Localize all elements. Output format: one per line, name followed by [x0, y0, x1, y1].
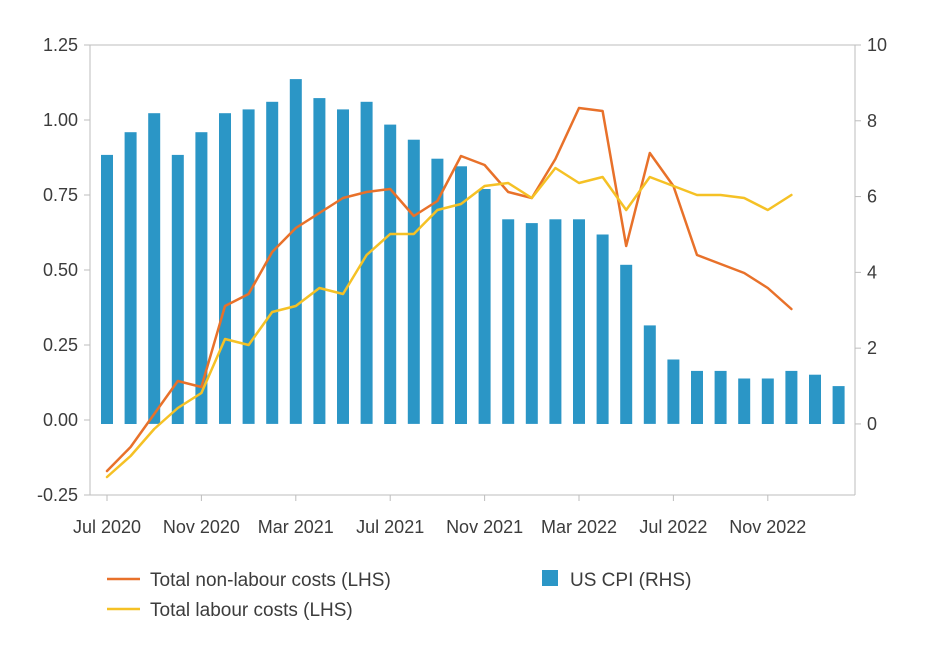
non-labour-costs-line: [105, 106, 793, 473]
right-tick-label: 10: [867, 35, 887, 55]
x-tick-label: Nov 2021: [446, 517, 523, 537]
cpi-bar: [360, 101, 373, 424]
cpi-bar: [573, 219, 585, 424]
left-tick-label: 0.75: [43, 185, 78, 205]
cpi-bar: [596, 234, 609, 424]
cpi-bar: [620, 264, 633, 424]
right-tick-label: 4: [867, 262, 877, 282]
cost-lines: [105, 106, 793, 479]
cpi-bar: [832, 386, 845, 424]
right-tick-label: 6: [867, 187, 877, 207]
cpi-bar: [667, 359, 680, 424]
cpi-bar: [455, 166, 467, 425]
cpi-bar: [242, 109, 255, 424]
left-tick-label: 1.25: [43, 35, 78, 55]
x-tick-label: Nov 2020: [163, 517, 240, 537]
cpi-bar: [549, 219, 562, 424]
legend: Total non-labour costs (LHS) Total labour…: [107, 570, 691, 621]
legend-label-non-labour: Total non-labour costs (LHS): [150, 570, 391, 591]
left-tick-label: -0.25: [37, 485, 78, 505]
right-tick-label: 2: [867, 338, 877, 358]
cpi-bar: [643, 325, 656, 424]
cpi-bar: [101, 154, 113, 424]
cpi-bars: [101, 79, 845, 425]
x-tick-label: Jul 2022: [639, 517, 707, 537]
cpi-bar: [195, 132, 208, 424]
cpi-bar: [266, 101, 279, 424]
cpi-bar: [407, 139, 420, 424]
cpi-bar: [691, 370, 703, 424]
cpi-bar: [525, 223, 538, 424]
cpi-bar: [337, 109, 349, 424]
cpi-bar: [809, 374, 821, 424]
cpi-bar: [738, 378, 751, 424]
x-tick-label: Mar 2022: [541, 517, 617, 537]
left-tick-label: 0.00: [43, 410, 78, 430]
cpi-bar: [313, 98, 326, 424]
x-tick-label: Nov 2022: [729, 517, 806, 537]
cpi-bar: [502, 219, 515, 424]
labour-costs-line: [105, 166, 793, 479]
right-tick-label: 8: [867, 111, 877, 131]
right-tick-label: 0: [867, 414, 877, 434]
legend-label-cpi: US CPI (RHS): [570, 570, 691, 591]
x-tick-label: Jul 2021: [356, 517, 424, 537]
cpi-bar: [478, 189, 491, 424]
cpi-bar: [785, 370, 798, 424]
left-axis-ticks: 1.25 1.00 0.75 0.50 0.25 0.00 -0.25: [37, 35, 90, 505]
x-tick-label: Jul 2020: [73, 517, 141, 537]
cpi-bar: [148, 113, 161, 424]
cpi-bar: [124, 132, 137, 424]
left-tick-label: 1.00: [43, 110, 78, 130]
legend-label-labour: Total labour costs (LHS): [150, 600, 353, 621]
legend-swatch-cpi: [542, 570, 558, 586]
x-tick-label: Mar 2021: [258, 517, 334, 537]
cpi-bar: [171, 154, 184, 424]
left-tick-label: 0.25: [43, 335, 78, 355]
cpi-bar: [384, 124, 397, 424]
left-tick-label: 0.50: [43, 260, 78, 280]
cpi-bar: [761, 378, 774, 424]
cpi-bar: [289, 79, 302, 424]
cpi-bar: [431, 158, 444, 424]
cpi-bar: [714, 370, 727, 424]
right-axis-ticks: 10 8 6 4 2 0: [855, 35, 887, 434]
cpi-bar: [219, 113, 231, 424]
x-axis-ticks: Jul 2020 Nov 2020 Mar 2021 Jul 2021 Nov 2021…: [73, 495, 806, 537]
